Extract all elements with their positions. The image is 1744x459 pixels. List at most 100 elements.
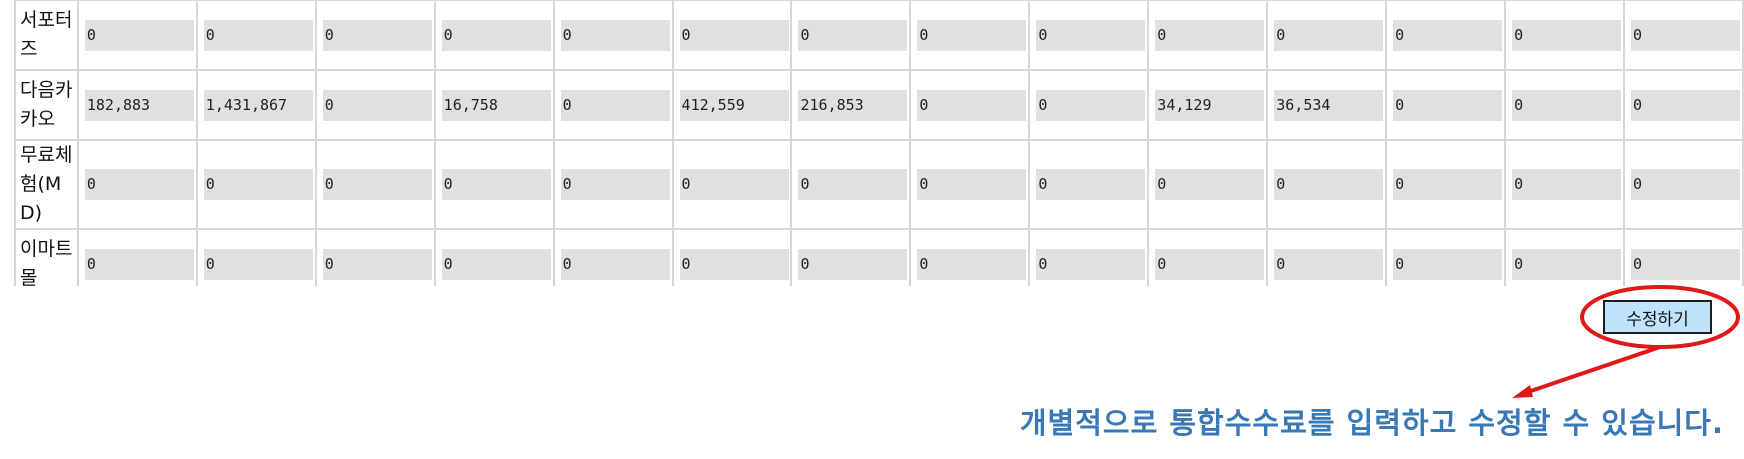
- fee-input[interactable]: 0: [84, 19, 194, 51]
- table-cell: 0: [1504, 0, 1626, 71]
- fee-input[interactable]: 0: [1036, 248, 1146, 280]
- table-cell: 0: [195, 228, 317, 286]
- table-row: 서포터즈 0 0 0 0 0 0 0 0 0 0 0 0 0 0: [14, 0, 1744, 71]
- fee-input[interactable]: 0: [560, 169, 670, 200]
- fee-input[interactable]: 0: [203, 169, 313, 200]
- fee-input[interactable]: 0: [203, 19, 313, 51]
- table-cell: 0: [1028, 228, 1150, 286]
- fee-input[interactable]: 0: [1393, 89, 1503, 121]
- fee-input[interactable]: 0: [441, 19, 551, 51]
- fee-input[interactable]: 0: [1155, 248, 1265, 280]
- table-cell: 0: [1385, 0, 1507, 71]
- table-cell: 0: [552, 139, 674, 230]
- table-cell: 0: [790, 228, 912, 286]
- fee-input[interactable]: 0: [560, 89, 670, 121]
- fee-input[interactable]: 0: [1274, 19, 1384, 51]
- fee-input[interactable]: 0: [917, 248, 1027, 280]
- table-cell: 0: [790, 0, 912, 71]
- fee-input[interactable]: 0: [1631, 248, 1741, 280]
- fee-input[interactable]: 0: [798, 19, 908, 51]
- table-cell: 0: [909, 139, 1031, 230]
- table-row: 무료체험(MD) 0 0 0 0 0 0 0 0 0 0 0 0 0 0: [14, 139, 1744, 230]
- table-cell: 0: [1028, 0, 1150, 71]
- table-cell: 0: [1147, 139, 1269, 230]
- table-cell: 182,883: [76, 69, 198, 141]
- fee-input[interactable]: 0: [84, 248, 194, 280]
- table-cell: 0: [195, 139, 317, 230]
- table-cell: 0: [671, 0, 793, 71]
- table-cell: 0: [1266, 228, 1388, 286]
- table-cell: 0: [195, 0, 317, 71]
- fee-input[interactable]: 0: [1512, 169, 1622, 200]
- row-label: 다음카카오: [14, 69, 79, 141]
- table-cell: 0: [909, 0, 1031, 71]
- fee-input[interactable]: 0: [560, 248, 670, 280]
- fee-input[interactable]: 0: [1393, 248, 1503, 280]
- fee-input[interactable]: 0: [441, 169, 551, 200]
- table-cell: 0: [1385, 69, 1507, 141]
- table-cell: 0: [1504, 69, 1626, 141]
- table-cell: 0: [1623, 0, 1744, 71]
- table-cell: 0: [1504, 228, 1626, 286]
- fee-input[interactable]: 0: [322, 19, 432, 51]
- fee-input[interactable]: 0: [1631, 89, 1741, 121]
- table-cell: 0: [433, 139, 555, 230]
- fee-input[interactable]: 0: [1631, 19, 1741, 51]
- fee-input[interactable]: 0: [203, 248, 313, 280]
- annotation-caption: 개별적으로 통합수수료를 입력하고 수정할 수 있습니다.: [1019, 406, 1724, 440]
- fee-grid: 서포터즈 0 0 0 0 0 0 0 0 0 0 0 0 0 0 다음카카오 182,883 1,431,867 0…: [14, 0, 1744, 286]
- table-cell: 0: [671, 139, 793, 230]
- fee-input[interactable]: 0: [84, 169, 194, 200]
- table-row: 이마트몰 0 0 0 0 0 0 0 0 0 0 0 0 0 0: [14, 228, 1744, 286]
- fee-input[interactable]: 0: [679, 169, 789, 200]
- fee-input[interactable]: 0: [798, 248, 908, 280]
- fee-input[interactable]: 34,129: [1155, 89, 1265, 121]
- table-cell: 0: [314, 69, 436, 141]
- fee-input[interactable]: 0: [1036, 169, 1146, 200]
- table-cell: 16,758: [433, 69, 555, 141]
- fee-input[interactable]: 0: [322, 169, 432, 200]
- fee-input[interactable]: 0: [1631, 169, 1741, 200]
- fee-input[interactable]: 0: [1274, 169, 1384, 200]
- fee-input[interactable]: 0: [798, 169, 908, 200]
- fee-input[interactable]: 36,534: [1274, 89, 1384, 121]
- fee-input[interactable]: 412,559: [679, 89, 789, 121]
- fee-input[interactable]: 0: [1512, 89, 1622, 121]
- table-cell: 0: [76, 228, 198, 286]
- fee-input[interactable]: 0: [322, 248, 432, 280]
- row-label: 무료체험(MD): [14, 139, 79, 230]
- fee-input[interactable]: 0: [1274, 248, 1384, 280]
- fee-input[interactable]: 0: [1155, 19, 1265, 51]
- fee-input[interactable]: 0: [1393, 169, 1503, 200]
- fee-input[interactable]: 216,853: [798, 89, 908, 121]
- table-cell: 412,559: [671, 69, 793, 141]
- table-cell: 0: [1385, 228, 1507, 286]
- fee-input[interactable]: 16,758: [441, 89, 551, 121]
- fee-input[interactable]: 0: [1155, 169, 1265, 200]
- fee-input[interactable]: 1,431,867: [203, 89, 313, 121]
- pointer-arrowhead: [1512, 385, 1533, 398]
- fee-input[interactable]: 0: [917, 169, 1027, 200]
- table-cell: 0: [1623, 139, 1744, 230]
- fee-input[interactable]: 0: [917, 89, 1027, 121]
- fee-input[interactable]: 0: [1393, 19, 1503, 51]
- row-label: 이마트몰: [14, 228, 79, 286]
- fee-input[interactable]: 0: [322, 89, 432, 121]
- fee-input[interactable]: 0: [1036, 89, 1146, 121]
- fee-input[interactable]: 0: [1512, 248, 1622, 280]
- edit-button[interactable]: 수정하기: [1603, 300, 1712, 334]
- table-cell: 0: [1623, 228, 1744, 286]
- fee-input[interactable]: 182,883: [84, 89, 194, 121]
- fee-input[interactable]: 0: [917, 19, 1027, 51]
- fee-input[interactable]: 0: [679, 248, 789, 280]
- commission-table: 서포터즈 0 0 0 0 0 0 0 0 0 0 0 0 0 0 다음카카오 182,883 1,431,867 0…: [14, 0, 1744, 286]
- table-cell: 0: [552, 69, 674, 141]
- table-cell: 36,534: [1266, 69, 1388, 141]
- fee-input[interactable]: 0: [1512, 19, 1622, 51]
- row-label: 서포터즈: [14, 0, 79, 71]
- table-cell: 34,129: [1147, 69, 1269, 141]
- fee-input[interactable]: 0: [441, 248, 551, 280]
- fee-input[interactable]: 0: [560, 19, 670, 51]
- fee-input[interactable]: 0: [679, 19, 789, 51]
- fee-input[interactable]: 0: [1036, 19, 1146, 51]
